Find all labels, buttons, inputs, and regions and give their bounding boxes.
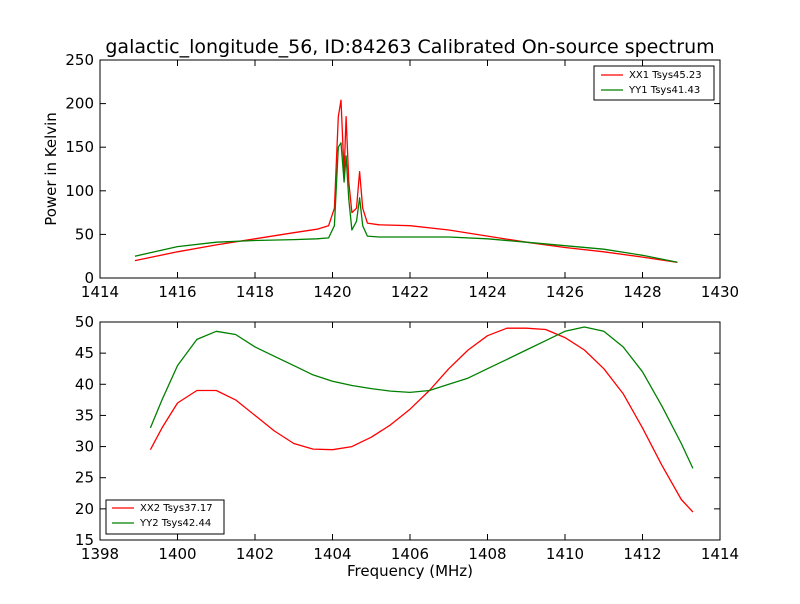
top-x-tick-label: 1414: [81, 283, 119, 301]
bottom-y-tick-label: 20: [75, 500, 94, 518]
chart-title: galactic_longitude_56, ID:84263 Calibrat…: [105, 36, 714, 58]
top-x-tick-label: 1422: [391, 283, 429, 301]
top-y-tick-label: 100: [65, 182, 94, 200]
bottom-ticks-group: 1398 1400 1402 1404 1406 1408 1410 1412 1414 15 20…: [75, 313, 739, 563]
top-x-tick-label: 1420: [313, 283, 351, 301]
bottom-panel: 1398 1400 1402 1404 1406 1408 1410 1412 1414 15 20…: [75, 313, 739, 580]
top-y-tick-label: 200: [65, 95, 94, 113]
bottom-y-tick-label: 30: [75, 438, 94, 456]
top-x-tick-label: 1428: [623, 283, 661, 301]
top-series-line-0: [134, 99, 678, 263]
top-y-tick-label: 150: [65, 138, 94, 156]
top-legend: XX1 Tsys45.23 YY1 Tsys41.43: [593, 65, 715, 101]
top-y-tick-label: 250: [65, 51, 94, 69]
top-x-tick-label: 1424: [468, 283, 506, 301]
bottom-x-tick-label: 1398: [81, 545, 119, 563]
bottom-x-tick-label: 1404: [313, 545, 351, 563]
top-y-tick-label: 50: [75, 225, 94, 243]
top-legend-label-yy1: YY1 Tsys41.43: [628, 85, 700, 96]
bottom-legend-box: [105, 499, 225, 535]
top-y-axis-label: Power in Kelvin: [42, 112, 60, 226]
bottom-legend-label-xx2: XX2 Tsys37.17: [140, 503, 213, 514]
bottom-series-line-0: [149, 327, 694, 513]
top-x-tick-label: 1426: [546, 283, 584, 301]
top-series-line-1: [134, 142, 678, 263]
bottom-x-axis-label: Frequency (MHz): [347, 562, 473, 580]
bottom-legend-label-yy2: YY2 Tsys42.44: [139, 518, 211, 529]
bottom-y-tick-label: 35: [75, 406, 94, 424]
bottom-legend: XX2 Tsys37.17 YY2 Tsys42.44: [105, 499, 225, 535]
bottom-plot-frame: [99, 321, 721, 541]
top-x-tick-label: 1430: [701, 283, 739, 301]
bottom-y-tick-label: 25: [75, 469, 94, 487]
bottom-y-tick-label: 50: [75, 313, 94, 331]
top-x-tick-label: 1416: [158, 283, 196, 301]
bottom-x-tick-label: 1408: [468, 545, 506, 563]
bottom-y-tick-label: 40: [75, 375, 94, 393]
bottom-x-tick-label: 1412: [623, 545, 661, 563]
top-panel: 1414 1416 1418 1420 1422 1424 1426 1428 1430 0 50 1…: [42, 51, 739, 301]
top-legend-box: [593, 65, 715, 101]
bottom-x-tick-label: 1406: [391, 545, 429, 563]
bottom-y-tick-label: 45: [75, 344, 94, 362]
top-x-tick-label: 1418: [236, 283, 274, 301]
top-ticks-group: 1414 1416 1418 1420 1422 1424 1426 1428 1430 0 50 1…: [65, 51, 739, 301]
bottom-series-line-1: [149, 326, 694, 469]
bottom-y-tick-label: 15: [75, 531, 94, 549]
bottom-x-tick-label: 1414: [701, 545, 739, 563]
bottom-x-tick-label: 1402: [236, 545, 274, 563]
bottom-series-group: [149, 326, 694, 513]
top-y-tick-label: 0: [84, 269, 94, 287]
bottom-x-tick-label: 1400: [158, 545, 196, 563]
bottom-x-tick-label: 1410: [546, 545, 584, 563]
top-plot-frame: [99, 59, 721, 279]
top-legend-label-xx1: XX1 Tsys45.23: [629, 70, 702, 81]
top-series-group: [134, 99, 678, 263]
